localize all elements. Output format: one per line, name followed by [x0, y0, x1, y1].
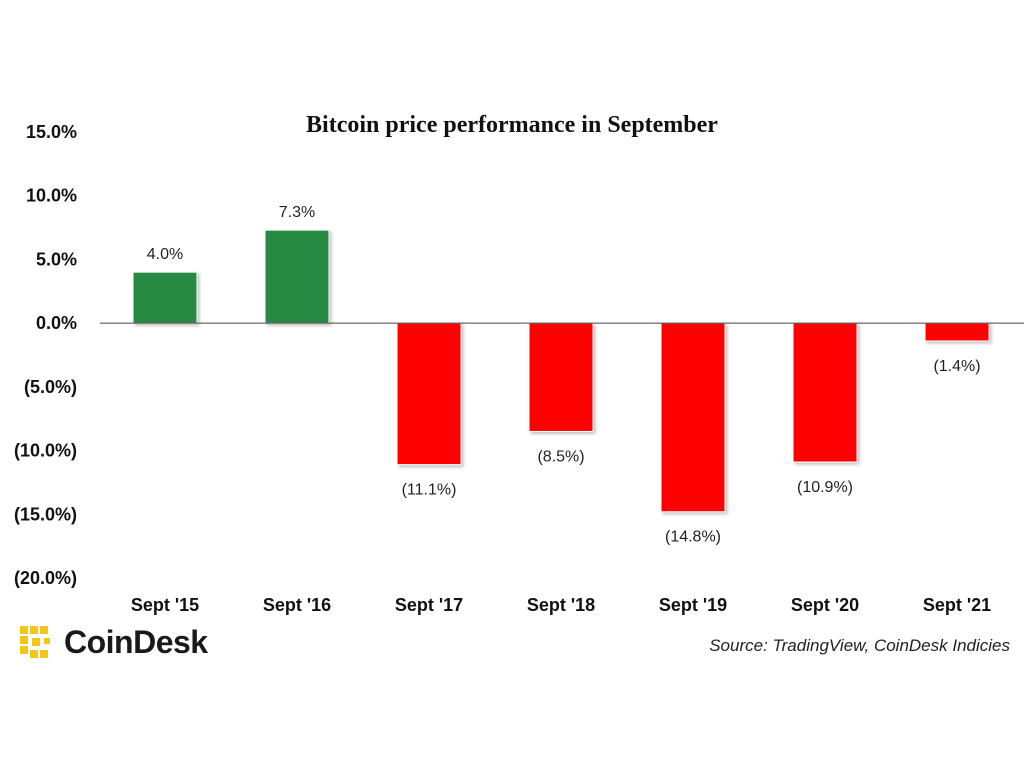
bar	[660, 322, 726, 513]
data-label: (10.9%)	[797, 479, 853, 496]
y-tick-label: (5.0%)	[24, 377, 77, 397]
data-label: 4.0%	[147, 246, 183, 263]
y-tick-label: 15.0%	[26, 122, 77, 142]
bar	[528, 322, 594, 432]
data-label: (14.8%)	[665, 529, 721, 546]
x-tick-label: Sept '20	[791, 595, 859, 615]
source-note: Source: TradingView, CoinDesk Indicies	[709, 636, 1010, 655]
coindesk-logo-icon	[20, 626, 50, 658]
x-tick-label: Sept '21	[923, 595, 991, 615]
data-label: 7.3%	[279, 204, 315, 221]
y-tick-label: 10.0%	[26, 186, 77, 206]
y-tick-label: (10.0%)	[14, 441, 77, 461]
x-tick-label: Sept '15	[131, 595, 199, 615]
bar	[264, 229, 330, 324]
data-label: (1.4%)	[933, 358, 980, 375]
y-tick-label: 5.0%	[36, 249, 77, 269]
bars	[132, 229, 990, 513]
bar	[792, 322, 858, 463]
brand-name: CoinDesk	[64, 623, 208, 660]
x-tick-label: Sept '19	[659, 595, 727, 615]
y-tick-label: 0.0%	[36, 313, 77, 333]
data-label: (11.1%)	[402, 482, 457, 499]
y-tick-label: (20.0%)	[14, 568, 77, 588]
bar	[924, 322, 990, 342]
chart-title: Bitcoin price performance in September	[306, 112, 718, 138]
data-label: (8.5%)	[537, 448, 584, 465]
y-axis: 15.0% 10.0% 5.0% 0.0% (5.0%) (10.0%) (15.0%) (2…	[14, 122, 77, 588]
x-tick-label: Sept '16	[263, 595, 331, 615]
bar	[396, 322, 462, 466]
data-labels: 4.0% 7.3% (11.1%) (8.5%) (14.8%) (10.9%) (1.4%…	[147, 204, 981, 546]
y-tick-label: (15.0%)	[14, 504, 77, 524]
x-tick-label: Sept '18	[527, 595, 595, 615]
bar	[132, 271, 198, 324]
chart: Bitcoin price performance in September 1…	[14, 112, 1024, 615]
x-tick-label: Sept '17	[395, 595, 463, 615]
brand: CoinDesk	[16, 622, 208, 662]
x-axis: Sept '15 Sept '16 Sept '17 Sept '18 Sept '19…	[131, 595, 991, 615]
